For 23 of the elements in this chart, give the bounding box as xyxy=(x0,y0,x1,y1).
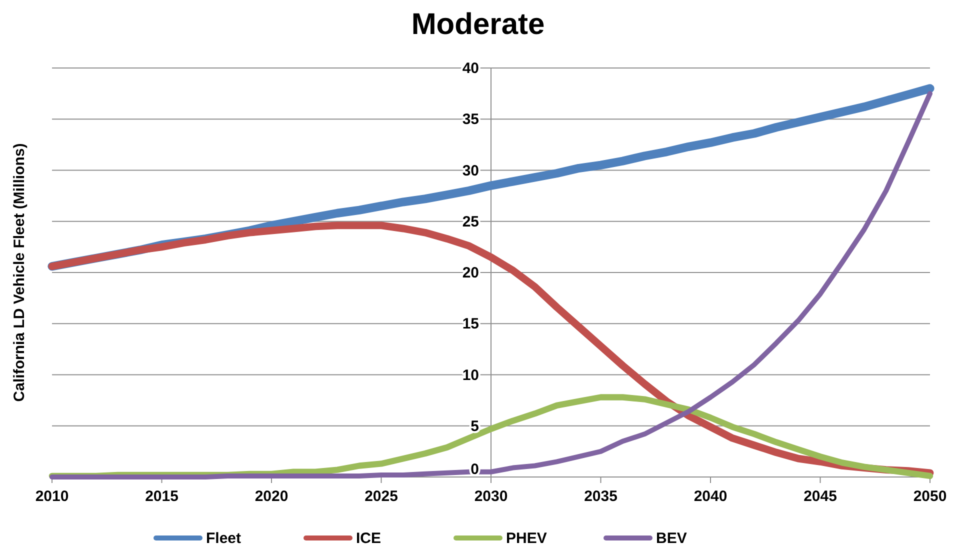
y-tick-label: 30 xyxy=(462,162,479,180)
y-tick-label: 15 xyxy=(462,316,479,333)
y-tick-label: 5 xyxy=(470,418,479,435)
x-tick-label: 2030 xyxy=(474,488,508,505)
chart-title: Moderate xyxy=(411,8,545,41)
legend-label: Fleet xyxy=(206,530,242,547)
y-axis-title: California LD Vehicle Fleet (Millions) xyxy=(11,143,28,402)
legend-label: BEV xyxy=(656,530,687,547)
y-tick-label: 25 xyxy=(462,213,479,230)
y-tick-label: 10 xyxy=(462,366,479,384)
x-tick-label: 2010 xyxy=(35,488,69,505)
x-tick-label: 2040 xyxy=(694,488,728,505)
x-tick-label: 2050 xyxy=(913,488,947,505)
x-tick-label: 2015 xyxy=(145,488,178,505)
legend-label: ICE xyxy=(356,530,382,547)
x-tick-label: 2020 xyxy=(254,488,288,505)
y-tick-label: 35 xyxy=(462,111,479,128)
legend-label: PHEV xyxy=(506,530,547,547)
y-tick-label: 40 xyxy=(462,60,479,77)
x-tick-label: 2045 xyxy=(804,488,837,505)
x-tick-label: 2025 xyxy=(364,488,398,505)
y-tick-label: 20 xyxy=(462,264,479,282)
x-tick-label: 2035 xyxy=(584,488,618,505)
